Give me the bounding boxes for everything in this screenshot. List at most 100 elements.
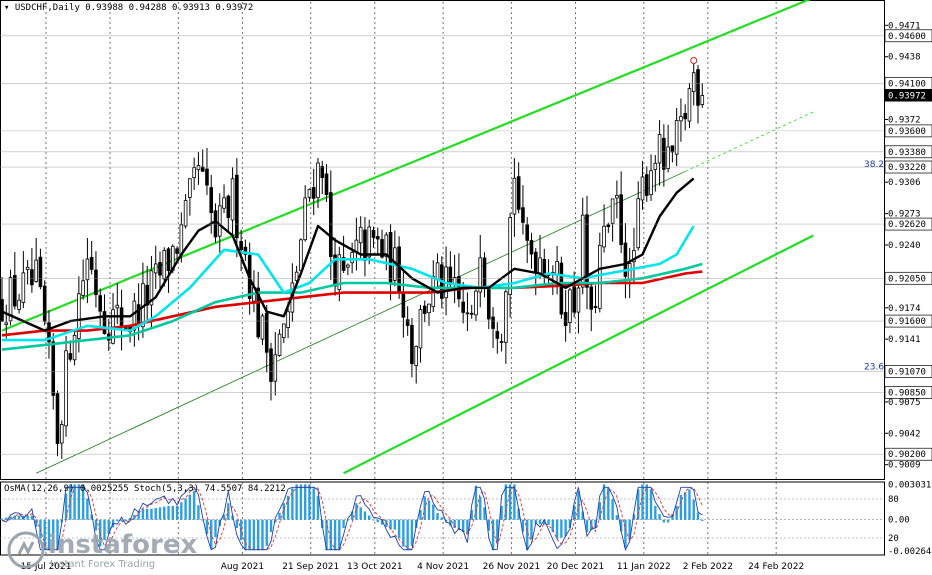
candle <box>303 185 307 242</box>
candle <box>59 420 64 459</box>
osma-bar <box>231 515 234 520</box>
osma-bar <box>338 519 341 551</box>
osma-bar <box>368 515 371 520</box>
osma-bar <box>453 519 456 528</box>
candle-body <box>17 299 21 310</box>
candle-body <box>521 207 525 223</box>
candle <box>149 255 154 328</box>
candle-body <box>8 277 13 322</box>
candle <box>273 332 278 396</box>
osma-bar <box>444 519 448 522</box>
channel-lower-line <box>343 234 814 475</box>
candle-body <box>307 188 312 198</box>
osma-bar <box>124 519 128 522</box>
osma-bar <box>615 515 619 520</box>
candle-body <box>320 166 325 178</box>
candle-body <box>580 214 585 288</box>
time-tick-label: 2 Feb 2022 <box>683 562 733 572</box>
candle <box>422 300 427 323</box>
osma-bar <box>619 519 623 532</box>
osma-bar <box>69 484 72 520</box>
candle-body <box>606 224 611 227</box>
price-tick-label: 0.9141 <box>888 335 921 345</box>
osma-bar <box>449 519 452 526</box>
level-tag-label: 0.93600 <box>888 127 926 137</box>
candle <box>205 147 209 195</box>
candle <box>516 162 521 214</box>
candle-body <box>461 301 465 313</box>
stoch-signal-line <box>1 486 703 551</box>
candle-body <box>13 274 17 307</box>
candle <box>427 303 431 326</box>
candle-body <box>525 224 530 241</box>
osma-bar <box>496 519 499 543</box>
candle-body <box>264 312 269 353</box>
candle-body <box>670 145 675 153</box>
osma-bar <box>432 504 435 520</box>
current-price-box <box>885 89 932 102</box>
fib-label: 23.6 <box>864 363 884 373</box>
osma-bar <box>90 514 93 520</box>
candle <box>47 310 51 359</box>
candle-body <box>269 348 273 382</box>
osma-bar <box>73 484 76 520</box>
candle-body <box>102 311 107 334</box>
time-tick-label: 26 Nov 2021 <box>483 562 541 572</box>
candle <box>615 180 619 219</box>
osma-bar <box>637 489 640 520</box>
candle-body <box>486 287 491 320</box>
osma-bar <box>483 507 486 520</box>
osma-bar <box>141 508 145 520</box>
osma-bar <box>419 510 422 520</box>
candle <box>81 259 85 300</box>
osma-bar <box>654 505 657 520</box>
candle-body <box>341 257 346 271</box>
oscillator-panel: 0.0030314 80 0.00 20 -0.0026447 <box>0 480 932 557</box>
osma-bar <box>128 517 132 520</box>
candle <box>307 188 312 202</box>
candle-body <box>358 226 363 244</box>
osma-bar <box>43 519 46 551</box>
osma-bar <box>658 514 661 520</box>
candle-body <box>504 291 508 343</box>
candle <box>277 329 282 357</box>
candle <box>598 232 602 313</box>
osma-bar <box>248 519 251 551</box>
current-price-label: 0.93972 <box>888 91 926 101</box>
osma-bar <box>30 515 34 520</box>
level-tag-box <box>884 145 932 159</box>
osma-bar <box>86 498 89 520</box>
candle-body <box>89 257 94 270</box>
osma-bar <box>517 508 520 520</box>
symbol-label: USDCHF,Daily <box>14 3 80 13</box>
candle <box>222 184 226 214</box>
osc-tick-label: 80 <box>888 495 899 505</box>
candle-body <box>478 257 483 293</box>
candle-body <box>324 173 329 195</box>
level-tag: 0.93380 <box>884 145 932 159</box>
osma-bar <box>184 498 187 520</box>
candle-body <box>691 72 696 92</box>
candle <box>495 322 500 354</box>
candle-body <box>303 197 307 241</box>
time-tick-label: 20 Dec 2021 <box>547 562 605 572</box>
osma-bar <box>543 519 546 525</box>
candle <box>375 227 380 254</box>
level-tag-box <box>884 386 932 399</box>
candle-body <box>559 262 564 315</box>
candle <box>346 263 350 276</box>
candle <box>25 260 30 285</box>
osma-bar <box>380 519 384 525</box>
candle-body <box>615 195 619 199</box>
osma-bar <box>500 505 503 520</box>
candle-body <box>568 289 572 323</box>
candle <box>572 271 576 318</box>
candle <box>662 124 666 187</box>
candle <box>700 83 705 108</box>
candle-body <box>636 198 641 249</box>
osma-bar <box>150 508 153 520</box>
candle-body <box>384 234 389 258</box>
osma-bar <box>116 519 119 522</box>
candle-body <box>533 251 538 274</box>
level-tag-label: 0.94600 <box>888 32 926 42</box>
